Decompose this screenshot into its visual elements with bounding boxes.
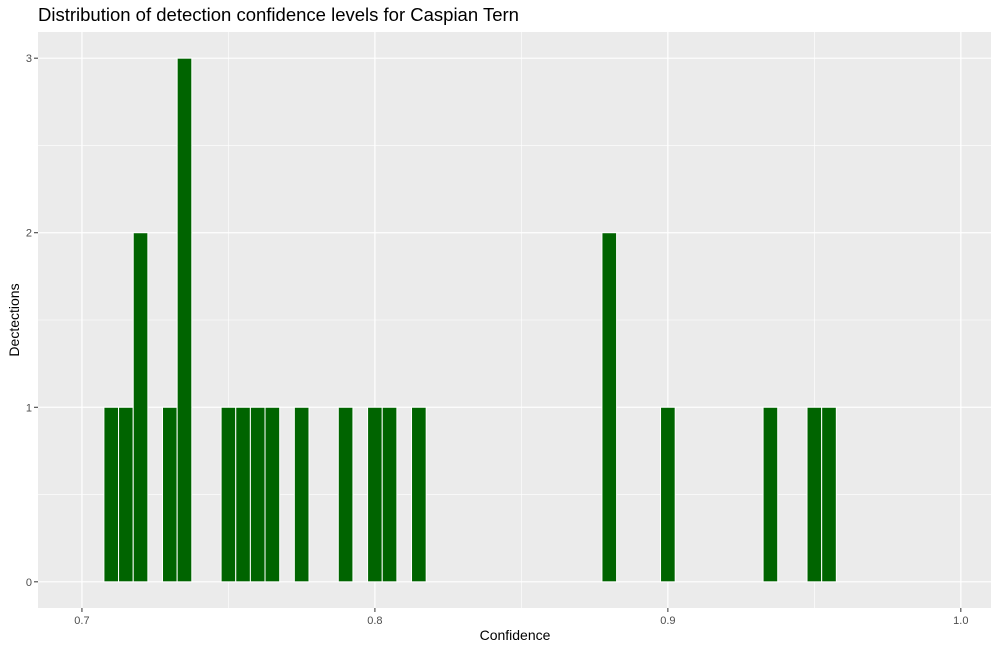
y-tick-label: 3 bbox=[26, 53, 32, 65]
bar bbox=[601, 232, 618, 583]
bar bbox=[293, 406, 310, 583]
x-axis: 0.7 0.8 0.9 1.0 bbox=[74, 608, 968, 627]
bar bbox=[249, 406, 266, 583]
y-tick-label: 2 bbox=[26, 228, 32, 240]
y-axis: 0 1 2 3 bbox=[26, 53, 38, 589]
y-axis-title: Dectections bbox=[6, 283, 22, 356]
bar bbox=[762, 406, 779, 583]
bar bbox=[821, 406, 837, 583]
bar bbox=[411, 406, 427, 583]
x-tick-label: 1.0 bbox=[953, 615, 968, 627]
x-tick-label: 0.7 bbox=[74, 615, 89, 627]
x-tick-label: 0.9 bbox=[660, 615, 675, 627]
bar bbox=[381, 406, 398, 583]
y-tick-label: 0 bbox=[26, 577, 32, 589]
bar bbox=[337, 406, 354, 583]
bar bbox=[264, 406, 281, 583]
bar bbox=[367, 406, 383, 583]
bar bbox=[118, 406, 134, 583]
bar bbox=[132, 232, 149, 583]
bar bbox=[235, 406, 251, 583]
bar bbox=[162, 406, 178, 583]
bar bbox=[103, 406, 120, 583]
x-axis-title: Confidence bbox=[480, 627, 551, 643]
chart-title: Distribution of detection confidence lev… bbox=[38, 4, 519, 25]
bar bbox=[176, 57, 193, 583]
x-tick-label: 0.8 bbox=[367, 615, 382, 627]
y-tick-label: 1 bbox=[26, 402, 32, 414]
bar bbox=[660, 406, 676, 583]
bars bbox=[103, 57, 837, 583]
bar bbox=[220, 406, 237, 583]
bar bbox=[806, 406, 823, 583]
